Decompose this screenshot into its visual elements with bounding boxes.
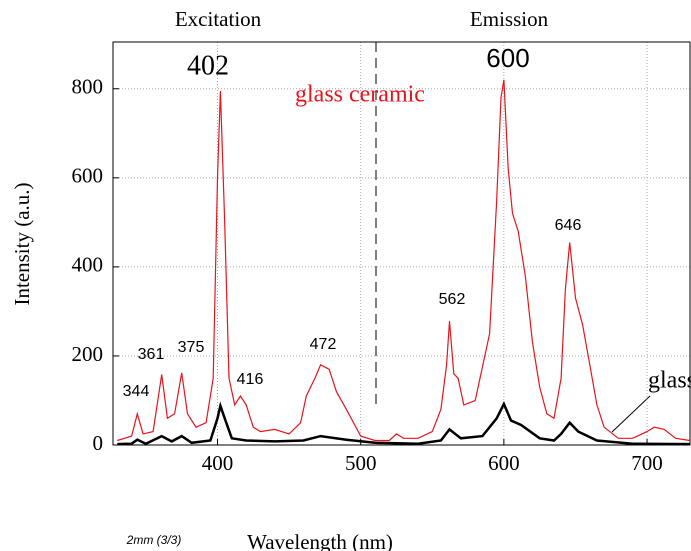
x-tick-label: 400 — [202, 451, 234, 475]
annotation: 2mm (3/3) — [126, 533, 182, 547]
annotation: 600 — [486, 43, 529, 73]
annotation: 375 — [178, 339, 205, 356]
series-label: glass — [648, 368, 691, 394]
y-tick-label: 600 — [72, 164, 104, 188]
series-line — [117, 401, 691, 446]
annotation: 562 — [439, 291, 466, 308]
x-tick-label: 700 — [631, 451, 663, 475]
annotation: 402 — [187, 50, 229, 81]
y-tick-label: 0 — [93, 431, 104, 455]
pointer — [611, 395, 651, 433]
annotation: 646 — [555, 217, 582, 234]
series-label: glass ceramic — [295, 82, 425, 108]
y-tick-label: 400 — [72, 253, 104, 277]
annotation: 361 — [138, 346, 165, 363]
y-tick-label: 800 — [72, 75, 104, 99]
annotation: 472 — [310, 336, 337, 353]
y-tick-label: 200 — [72, 342, 104, 366]
plot-frame — [112, 41, 691, 446]
annotation: 344 — [123, 383, 150, 400]
x-tick-label: 500 — [345, 451, 377, 475]
series-line — [117, 79, 691, 442]
y-axis-label: Intensity (a.u.) — [10, 182, 34, 305]
x-tick-label: 600 — [488, 451, 520, 475]
annotation: Excitation — [175, 7, 262, 31]
annotation: Emission — [470, 7, 549, 31]
x-axis-label: Wavelength (nm) — [247, 530, 393, 551]
annotation: 416 — [237, 371, 264, 388]
